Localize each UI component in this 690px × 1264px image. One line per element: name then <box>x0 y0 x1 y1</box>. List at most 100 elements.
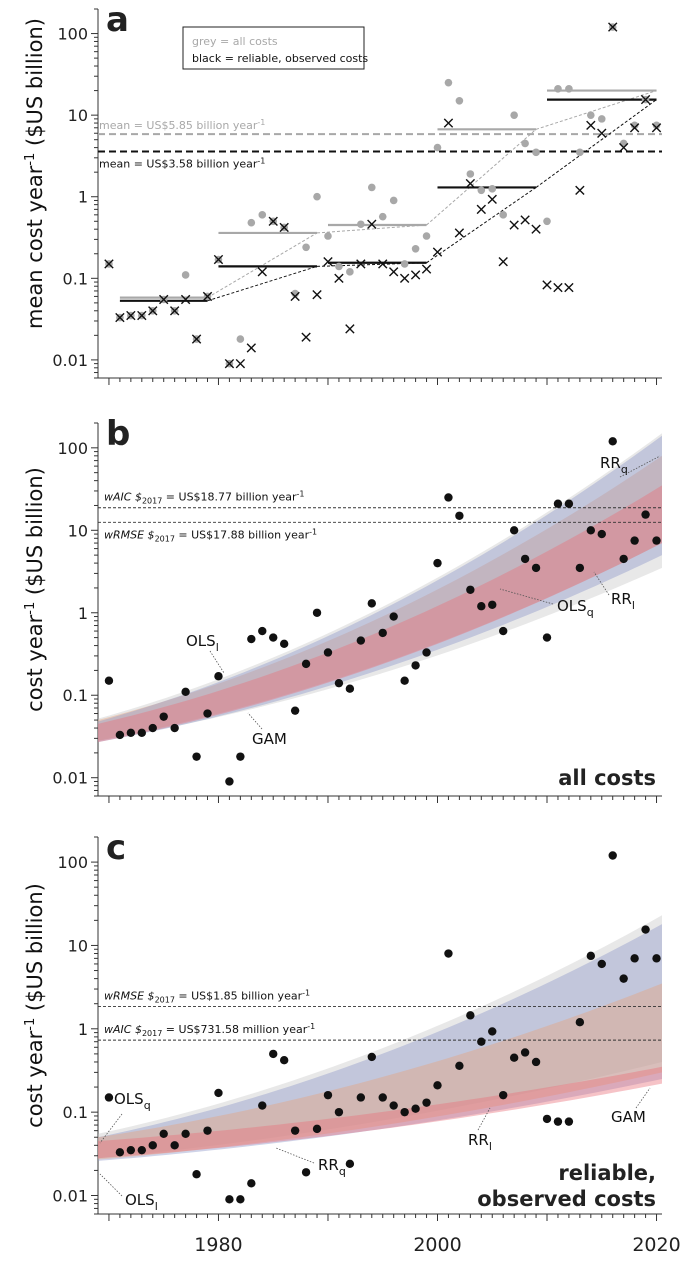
data-point <box>630 536 639 545</box>
model-label: OLSq <box>557 597 594 619</box>
data-point <box>389 612 398 621</box>
data-point-stroke <box>356 259 366 269</box>
data-point <box>104 1093 114 1102</box>
data-point <box>225 777 234 786</box>
data-point <box>312 1124 322 1134</box>
data-point <box>236 335 245 343</box>
y-tick-label: 1 <box>78 1020 88 1039</box>
data-point <box>202 291 213 302</box>
data-point-stroke <box>224 358 235 369</box>
data-point <box>169 306 180 316</box>
label-leader <box>499 588 554 605</box>
data-point <box>641 510 650 519</box>
data-point <box>137 1145 147 1155</box>
data-point-stroke <box>608 22 618 32</box>
panel-a: 0.01 0.1 1 10 100 mean cost year-1 ($US billi… <box>23 0 662 385</box>
data-point <box>181 1129 190 1138</box>
data-point <box>367 183 376 192</box>
model-label: RRl <box>611 590 635 612</box>
data-point <box>564 1117 574 1126</box>
data-point-stroke <box>432 247 443 257</box>
label-leader <box>99 1113 123 1144</box>
y-axis-label: cost year-1 ($US billion) <box>23 467 47 712</box>
data-point <box>411 245 420 253</box>
data-point <box>466 1011 475 1020</box>
data-point <box>159 294 169 305</box>
data-point <box>488 600 497 609</box>
data-point <box>575 1017 585 1027</box>
data-point <box>236 752 245 761</box>
data-point <box>334 1107 344 1117</box>
data-point-stroke <box>137 310 147 321</box>
data-point-stroke <box>618 142 629 153</box>
x-tick-label: 2020 <box>632 1234 680 1256</box>
reference-line-label: wRMSE $2017 = US$1.85 billion year-1 <box>104 989 310 1005</box>
data-point <box>400 260 409 268</box>
data-point <box>290 1126 300 1135</box>
data-point-stroke <box>213 254 224 265</box>
model-band-ols-q <box>98 983 662 1160</box>
corner-label: observed costs <box>477 1187 656 1211</box>
data-point <box>170 1141 179 1150</box>
data-point <box>553 499 563 508</box>
data-point-stroke <box>509 220 519 230</box>
data-point <box>323 256 333 267</box>
data-point-stroke <box>487 194 497 204</box>
data-point <box>378 212 387 221</box>
data-point-stroke <box>334 273 344 284</box>
data-point <box>378 628 387 638</box>
data-point <box>301 1168 311 1177</box>
data-point <box>104 259 114 269</box>
overall-mean-label: mean = US$3.58 billion year-1 <box>99 157 265 171</box>
data-point <box>477 1037 486 1046</box>
data-point-stroke <box>586 120 596 131</box>
label-leader <box>477 1107 491 1131</box>
data-point <box>542 280 552 290</box>
data-point <box>576 148 584 157</box>
data-point <box>367 599 376 608</box>
data-point <box>191 334 202 344</box>
y-tick-label: 100 <box>57 439 88 458</box>
model-band-rr-q <box>98 924 662 1161</box>
data-point <box>115 1148 125 1157</box>
data-point <box>586 951 596 961</box>
data-point <box>257 267 267 277</box>
data-point <box>180 294 191 305</box>
data-point-stroke <box>520 215 530 225</box>
data-point <box>465 178 476 189</box>
data-point <box>367 219 377 229</box>
data-point-stroke <box>159 294 169 305</box>
label-leader <box>247 712 263 730</box>
data-point-stroke <box>564 282 574 293</box>
data-point <box>487 194 497 204</box>
data-point <box>510 111 518 119</box>
reference-line-label: wAIC $2017 = US$731.58 million year-1 <box>104 1022 315 1038</box>
data-point <box>148 306 158 316</box>
data-point <box>433 558 442 568</box>
data-point <box>247 218 256 227</box>
data-point <box>466 585 475 594</box>
decade-mean-grey-connector <box>207 232 318 299</box>
data-point <box>335 262 343 271</box>
data-point <box>619 554 628 564</box>
y-axis-label: mean cost year-1 ($US billion) <box>23 18 47 329</box>
data-point <box>564 282 574 293</box>
data-point <box>148 1141 157 1150</box>
data-point-stroke <box>476 204 486 215</box>
data-point <box>345 324 355 334</box>
data-point <box>301 659 311 669</box>
data-point <box>279 222 289 233</box>
data-point <box>652 121 661 130</box>
label-leader <box>275 1147 315 1164</box>
y-tick-label: 0.01 <box>52 1187 88 1206</box>
data-point <box>619 139 628 148</box>
data-point <box>126 310 136 321</box>
data-point <box>641 925 650 934</box>
model-label: OLSl <box>125 1191 158 1213</box>
data-point <box>421 264 432 274</box>
panel-letter: a <box>106 0 129 40</box>
data-point <box>575 185 585 195</box>
data-point <box>269 633 278 642</box>
y-axis-label: cost year-1 ($US billion) <box>23 883 47 1128</box>
data-point <box>509 220 519 230</box>
